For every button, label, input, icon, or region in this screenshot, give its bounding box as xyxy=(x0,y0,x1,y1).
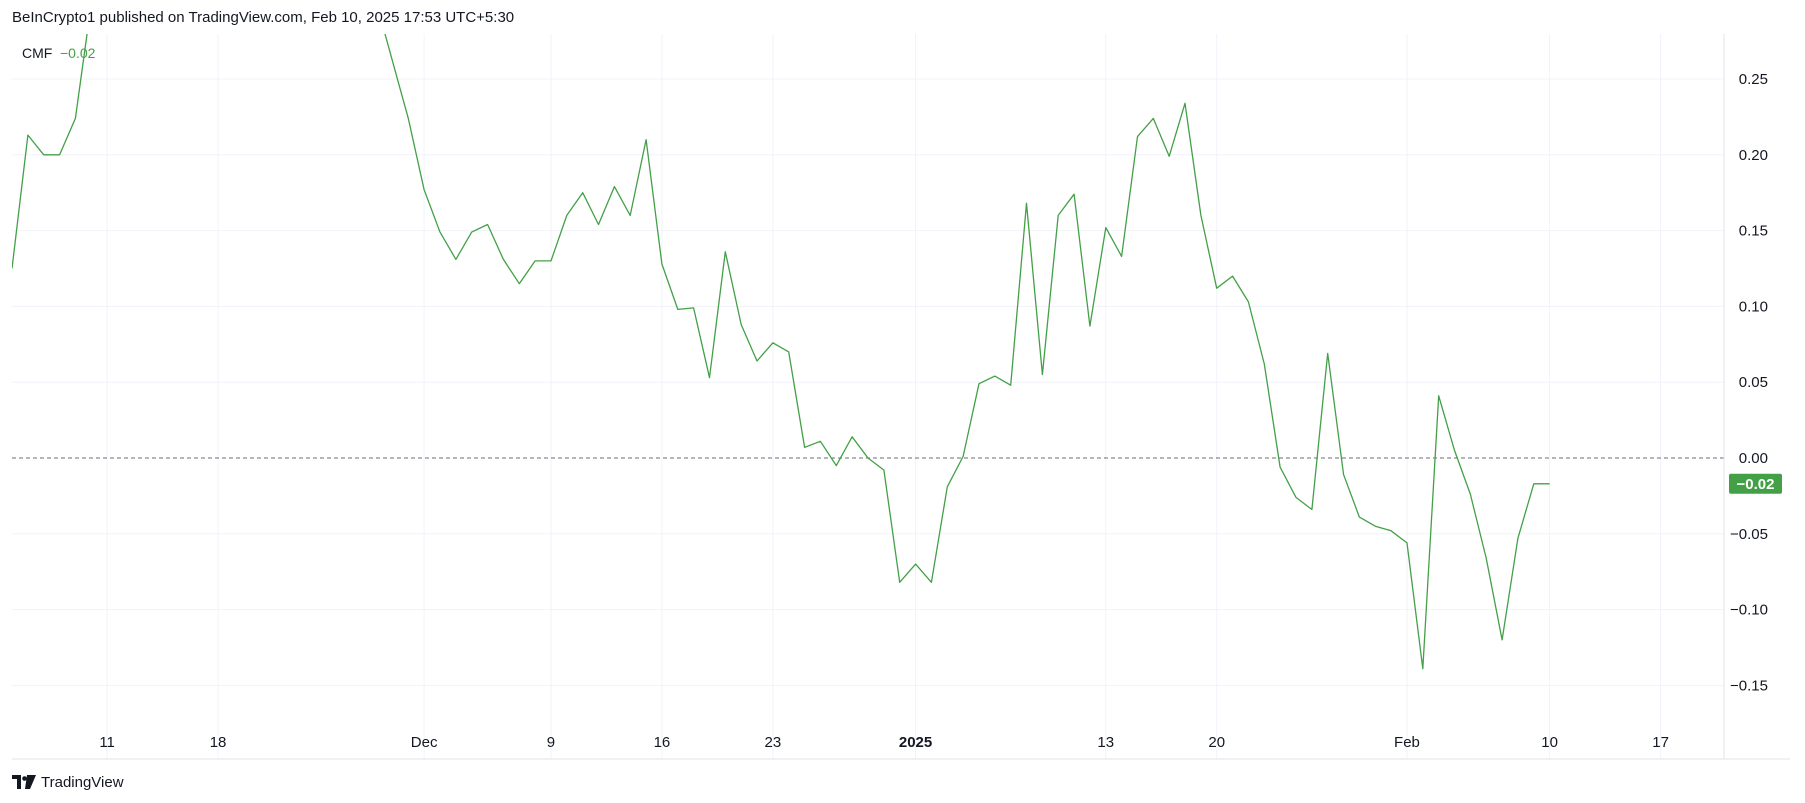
legend-indicator-value: −0.02 xyxy=(60,45,96,61)
brand-name: TradingView xyxy=(41,773,124,791)
plot-background xyxy=(12,34,1724,759)
y-tick-label: 0.15 xyxy=(1739,223,1768,240)
last-value-badge: −0.02 xyxy=(1729,473,1782,494)
cmf-chart: CMF −0.02 0.25 0.20 0.15 0.10 0.05 0.00 −0.05 −… xyxy=(12,34,1790,760)
y-tick-label: −0.15 xyxy=(1730,677,1768,694)
tradingview-logo-icon xyxy=(12,775,36,789)
y-tick-label: −0.10 xyxy=(1730,602,1768,619)
x-tick-label: Dec xyxy=(411,734,438,751)
y-tick-label: −0.05 xyxy=(1730,526,1768,543)
legend-indicator-name: CMF xyxy=(22,45,52,61)
time-axis: 11 18 Dec 9 16 23 2025 13 20 Feb 10 17 xyxy=(99,734,1669,751)
price-axis: 0.25 0.20 0.15 0.10 0.05 0.00 −0.05 −0.10 −0.15 xyxy=(1730,71,1768,694)
x-tick-label: 2025 xyxy=(899,734,932,751)
y-tick-label: 0.10 xyxy=(1739,298,1768,315)
gridlines xyxy=(12,34,1724,759)
x-tick-label: 17 xyxy=(1652,734,1669,751)
x-tick-label: 11 xyxy=(99,734,115,751)
last-value-badge-box xyxy=(1729,473,1782,494)
x-tick-label: 18 xyxy=(210,734,227,751)
chart-legend: CMF −0.02 xyxy=(22,45,96,61)
x-tick-label: 9 xyxy=(547,734,555,751)
y-tick-label: 0.00 xyxy=(1739,450,1768,467)
x-tick-label: 10 xyxy=(1541,734,1558,751)
cmf-series-line xyxy=(12,34,1550,670)
x-tick-label: 20 xyxy=(1208,734,1225,751)
footer-brand[interactable]: TradingView xyxy=(12,772,124,792)
y-tick-label: 0.20 xyxy=(1739,147,1768,164)
last-value-badge-label: −0.02 xyxy=(1737,476,1775,493)
x-tick-label: Feb xyxy=(1394,734,1420,751)
y-tick-label: 0.25 xyxy=(1739,71,1768,88)
x-tick-label: 13 xyxy=(1097,734,1114,751)
publisher-caption: BeInCrypto1 published on TradingView.com… xyxy=(12,9,515,26)
y-tick-label: 0.05 xyxy=(1739,374,1768,391)
x-tick-label: 16 xyxy=(654,734,671,751)
x-tick-label: 23 xyxy=(765,734,782,751)
